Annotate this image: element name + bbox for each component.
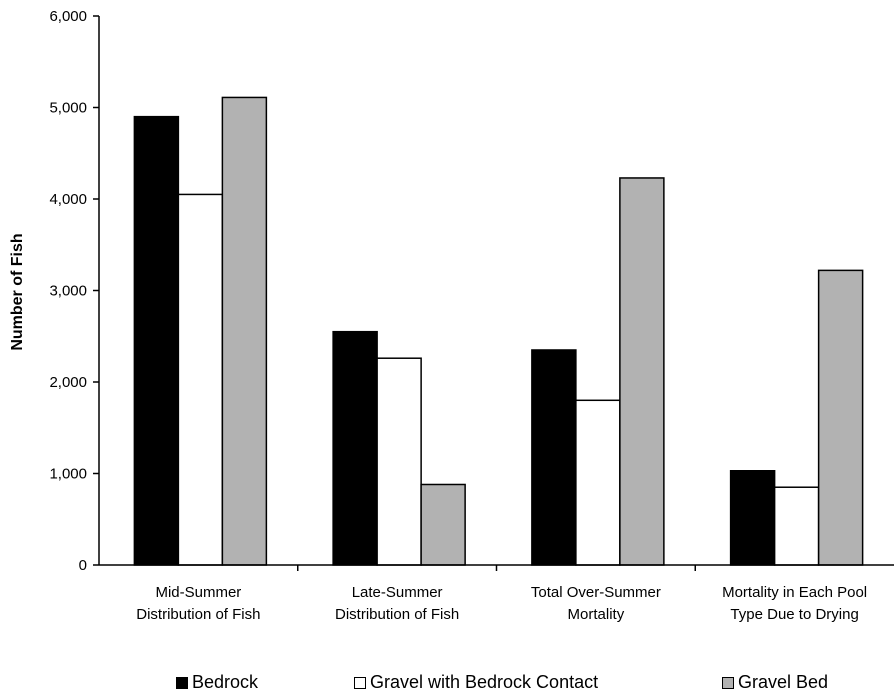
legend-swatch-bedrock	[176, 676, 188, 689]
category-label: Late-Summer	[352, 584, 443, 601]
bar-gravel-bed-1	[221, 96, 268, 566]
bar-gravel-with-bedrock-contact-3	[575, 399, 621, 566]
bars-group	[133, 96, 864, 566]
bar-gravel-with-bedrock-contact-2	[376, 357, 422, 566]
y-tick-label: 1,000	[49, 466, 87, 483]
bar-gravel-with-bedrock-contact-1	[177, 193, 224, 566]
legend-item-gravel-bed: Gravel Bed	[722, 672, 828, 693]
legend-item-gravel-with-bedrock-contact: Gravel with Bedrock Contact	[354, 672, 598, 693]
y-tick-label: 4,000	[49, 191, 87, 208]
bar-bedrock-4	[729, 470, 776, 566]
category-label: Mortality	[568, 606, 625, 623]
y-tick-label: 6,000	[49, 8, 87, 25]
y-tick-labels: 0 1,000 2,000 3,000 4,000 5,000 6,000	[49, 8, 87, 574]
legend-label-gravel-with-bedrock-contact: Gravel with Bedrock Contact	[370, 672, 599, 692]
y-axis-label: Number of Fish	[9, 233, 26, 350]
category-label: Mid-Summer	[155, 584, 241, 601]
bar-bedrock-3	[531, 349, 577, 566]
bar-gravel-bed-2	[420, 483, 466, 566]
legend-label-gravel-bed: Gravel Bed	[738, 672, 829, 692]
bar-bedrock-2	[332, 330, 378, 566]
legend-label-bedrock: Bedrock	[192, 672, 259, 692]
y-tick-label: 3,000	[49, 283, 87, 300]
category-label: Distribution of Fish	[136, 606, 260, 623]
axes-group	[93, 15, 894, 571]
y-tick-label: 5,000	[49, 100, 87, 117]
legend: Bedrock Gravel with Bedrock Contact Grav…	[0, 672, 894, 694]
category-label: Type Due to Drying	[730, 606, 858, 623]
legend-swatch-gravel-bed	[722, 676, 734, 689]
legend-item-bedrock: Bedrock	[176, 672, 258, 693]
bar-gravel-with-bedrock-contact-4	[773, 486, 820, 566]
bar-chart: 0 1,000 2,000 3,000 4,000 5,000 6,000 Mid-Summ…	[9, 8, 894, 623]
y-tick-label: 0	[79, 557, 87, 574]
category-label: Distribution of Fish	[335, 606, 459, 623]
bar-gravel-bed-4	[817, 269, 864, 566]
category-labels: Mid-Summer Distribution of Fish Late-Summe…	[136, 584, 867, 623]
bar-bedrock-1	[133, 115, 180, 566]
category-label: Total Over-Summer	[531, 584, 661, 601]
bar-gravel-bed-3	[619, 177, 665, 566]
category-label: Mortality in Each Pool	[722, 584, 867, 601]
y-tick-label: 2,000	[49, 374, 87, 391]
legend-swatch-gravel-with-bedrock-contact	[354, 676, 366, 689]
